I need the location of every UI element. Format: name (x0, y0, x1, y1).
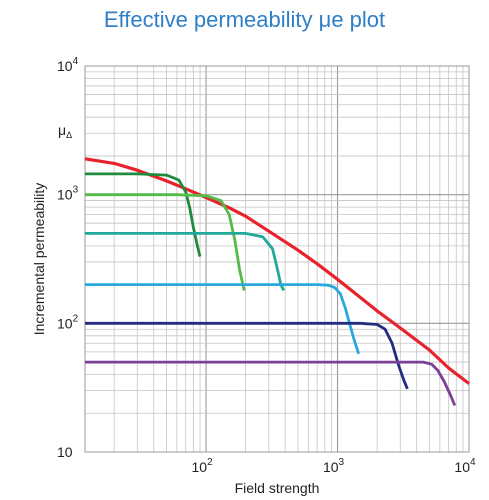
series-line-7 (85, 360, 457, 407)
series-group (84, 157, 470, 407)
grid-lines (84, 65, 470, 453)
x-tick-label: 102 (191, 457, 213, 475)
plot-area (85, 66, 469, 452)
x-tick-label: 104 (454, 457, 476, 475)
series-line-4 (85, 231, 286, 292)
chart-title: Effective permeability μe plot (103, 7, 386, 32)
series-line-3 (85, 193, 246, 291)
x-tick-label: 103 (323, 457, 345, 475)
series-line-5 (85, 283, 361, 355)
y-tick-label: 10 (57, 444, 73, 460)
series-line-6 (85, 321, 409, 390)
y-tick-label: 103 (57, 185, 79, 203)
series-line-1 (84, 157, 470, 385)
tick-labels: 102 103 104 10 102 103 104 (57, 56, 476, 475)
y-tick-label: 102 (57, 313, 79, 331)
y-unit-label: μΔ (58, 122, 72, 140)
plot-border (84, 65, 470, 453)
y-axis-label: Incremental permeability (31, 183, 47, 336)
y-tick-label: 104 (57, 56, 79, 74)
series-line-2 (85, 172, 202, 257)
x-axis-label: Field strength (235, 480, 320, 496)
